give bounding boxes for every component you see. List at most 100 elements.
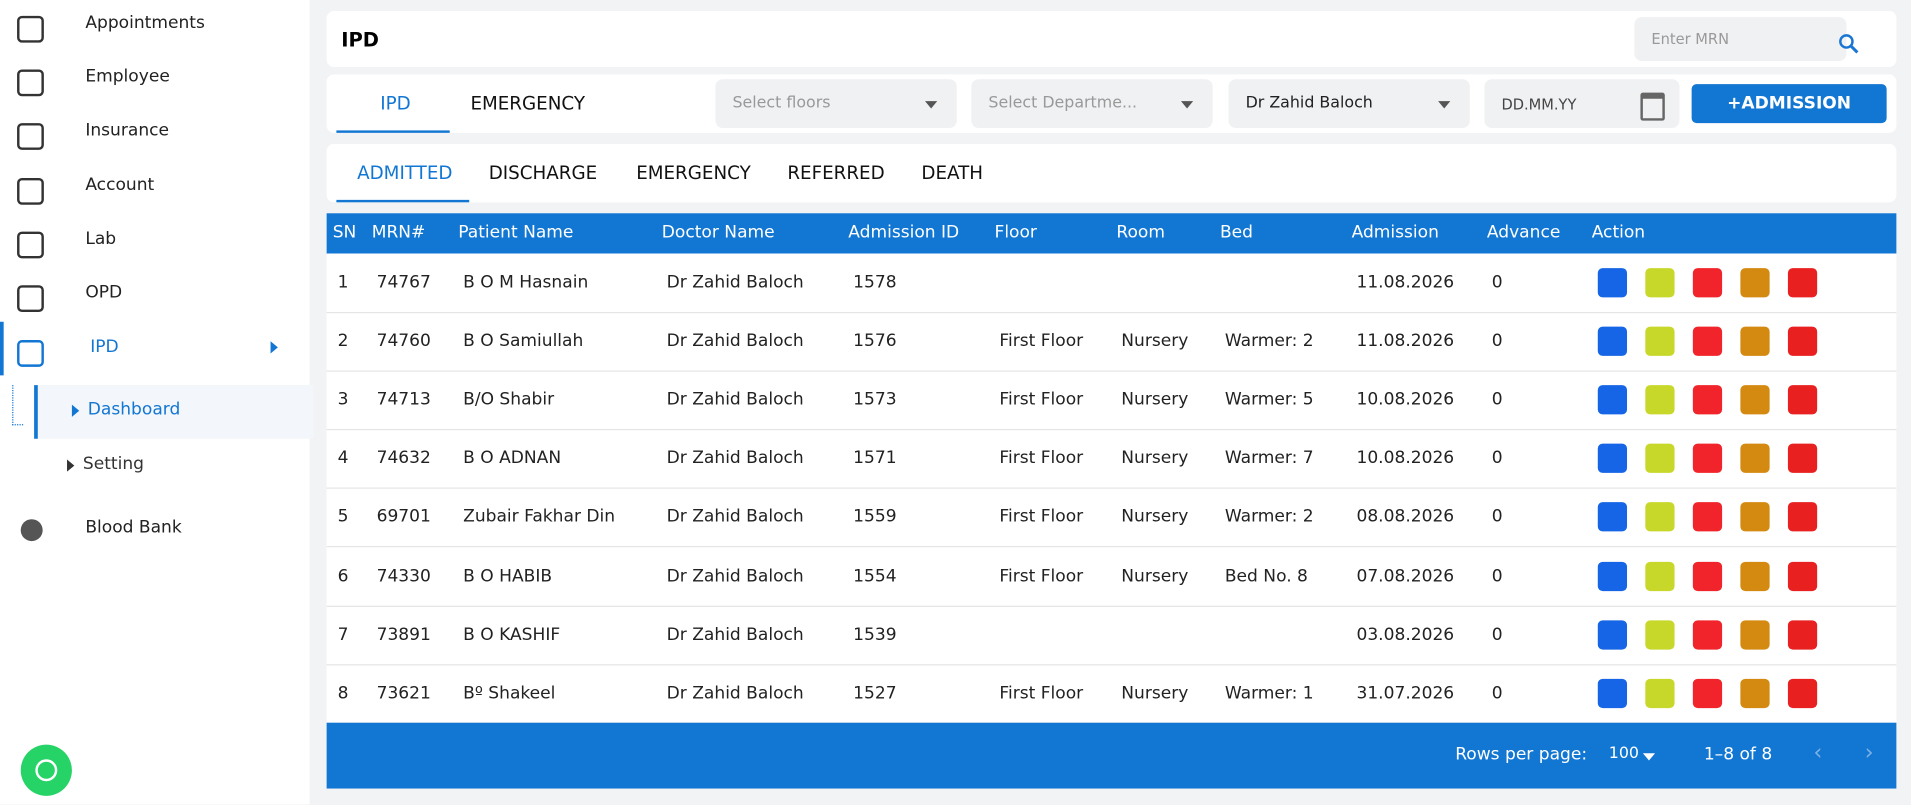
action-button[interactable]	[1597, 678, 1628, 708]
nav-item[interactable]: OPD	[0, 275, 310, 324]
cell: Dr Zahid Baloch	[666, 331, 804, 352]
action-button[interactable]	[1740, 443, 1770, 474]
nav-icon	[20, 519, 43, 542]
cell: 10.08.2026	[1356, 390, 1455, 410]
expand-caret	[270, 341, 278, 354]
nav-item[interactable]: Account	[0, 168, 310, 217]
action-button[interactable]	[1597, 268, 1628, 298]
mrn-search[interactable]: Enter MRN	[1634, 17, 1859, 61]
action-button[interactable]	[1692, 561, 1723, 591]
select-text: Select Departme...	[988, 93, 1138, 113]
cell: 74767	[376, 273, 431, 293]
action-button[interactable]	[1740, 561, 1770, 591]
date-input[interactable]: DD.MM.YY	[1484, 79, 1680, 128]
action-button[interactable]	[1692, 502, 1723, 532]
action-button[interactable]	[1597, 443, 1628, 474]
select-floors[interactable]: Select floors	[715, 79, 957, 128]
cell: First Floor	[999, 683, 1084, 703]
cell: B O Samiullah	[463, 331, 584, 352]
column-header: Action	[1591, 223, 1646, 243]
cell: 73891	[376, 624, 431, 645]
action-button[interactable]	[1692, 385, 1723, 415]
action-button[interactable]	[1645, 385, 1675, 415]
status-tab[interactable]: DEATH	[921, 162, 984, 185]
status-tab[interactable]: REFERRED	[787, 162, 885, 185]
cell: First Floor	[999, 566, 1084, 586]
caret	[1180, 101, 1194, 109]
action-button[interactable]	[1645, 443, 1675, 474]
admission-button[interactable]: +ADMISSION	[1691, 84, 1887, 124]
submenu-caret	[71, 404, 80, 417]
action-button[interactable]	[1645, 619, 1675, 650]
select-text: Dr Zahid Baloch	[1245, 93, 1373, 113]
column-header: Floor	[994, 223, 1037, 243]
submenu-active	[34, 385, 314, 439]
action-button[interactable]	[1692, 326, 1723, 356]
cell: 03.08.2026	[1356, 624, 1455, 645]
status-tab[interactable]: EMERGENCY	[636, 162, 751, 185]
nav-item[interactable]: Appointments	[0, 6, 310, 55]
action-button[interactable]	[1597, 385, 1628, 415]
action-button[interactable]	[1740, 268, 1770, 298]
row-divider	[326, 546, 1897, 548]
action-button[interactable]	[1645, 268, 1675, 298]
action-button[interactable]	[1787, 678, 1818, 708]
top-tab[interactable]: EMERGENCY	[470, 92, 586, 115]
cell: Dr Zahid Baloch	[666, 624, 804, 645]
rows-per-page[interactable]: 100	[1608, 744, 1640, 763]
action-button[interactable]	[1597, 561, 1628, 591]
nav-item[interactable]: Lab	[0, 222, 310, 271]
action-button[interactable]	[1787, 502, 1818, 532]
prev-page[interactable]: ‹	[1813, 739, 1823, 766]
row-divider	[326, 312, 1897, 314]
action-button[interactable]	[1787, 561, 1818, 591]
nav-label[interactable]: Blood Bank	[85, 517, 182, 538]
action-button[interactable]	[1645, 678, 1675, 708]
nav-item[interactable]: Insurance	[0, 113, 310, 162]
action-button[interactable]	[1692, 443, 1723, 474]
cell: 74330	[376, 566, 431, 586]
status-tab[interactable]: DISCHARGE	[488, 162, 598, 185]
action-button[interactable]	[1740, 502, 1770, 532]
submenu-item[interactable]: Dashboard	[87, 399, 181, 420]
action-button[interactable]	[1597, 326, 1628, 356]
action-button[interactable]	[1692, 678, 1723, 708]
select-text: Select floors	[732, 93, 831, 113]
nav-item[interactable]: Employee	[0, 60, 310, 109]
action-button[interactable]	[1597, 619, 1628, 650]
action-button[interactable]	[1740, 326, 1770, 356]
action-button[interactable]	[1645, 502, 1675, 532]
nav-icon	[17, 285, 44, 312]
action-button[interactable]	[1740, 619, 1770, 650]
action-button[interactable]	[1692, 619, 1723, 650]
action-button[interactable]	[1787, 385, 1818, 415]
status-tab[interactable]: ADMITTED	[357, 162, 453, 185]
action-button[interactable]	[1787, 443, 1818, 474]
action-button[interactable]	[1740, 385, 1770, 415]
action-button[interactable]	[1645, 326, 1675, 356]
nav-label: Insurance	[85, 120, 170, 141]
action-button[interactable]	[1645, 561, 1675, 591]
action-button[interactable]	[1787, 268, 1818, 298]
action-button[interactable]	[1787, 619, 1818, 650]
cell: 4	[337, 448, 349, 469]
cell: 10.08.2026	[1356, 448, 1455, 469]
nav-icon	[17, 69, 44, 97]
action-button[interactable]	[1597, 502, 1628, 532]
cell: 0	[1491, 624, 1503, 645]
cell: 1576	[853, 331, 897, 352]
next-page[interactable]: ›	[1864, 739, 1874, 766]
action-button[interactable]	[1740, 678, 1770, 708]
action-button[interactable]	[1692, 268, 1723, 298]
whatsapp-button[interactable]	[20, 744, 72, 796]
top-tab[interactable]: IPD	[380, 92, 411, 115]
select-department[interactable]: Select Departme...	[971, 79, 1213, 128]
select-doctor[interactable]: Dr Zahid Baloch	[1228, 79, 1470, 128]
submenu-item[interactable]: Setting	[82, 454, 144, 475]
column-header: MRN#	[371, 223, 426, 243]
cell: 0	[1491, 390, 1503, 410]
cell: Warmer: 5	[1224, 390, 1314, 410]
action-button[interactable]	[1787, 326, 1818, 356]
nav-item[interactable]: IPD	[0, 330, 310, 379]
